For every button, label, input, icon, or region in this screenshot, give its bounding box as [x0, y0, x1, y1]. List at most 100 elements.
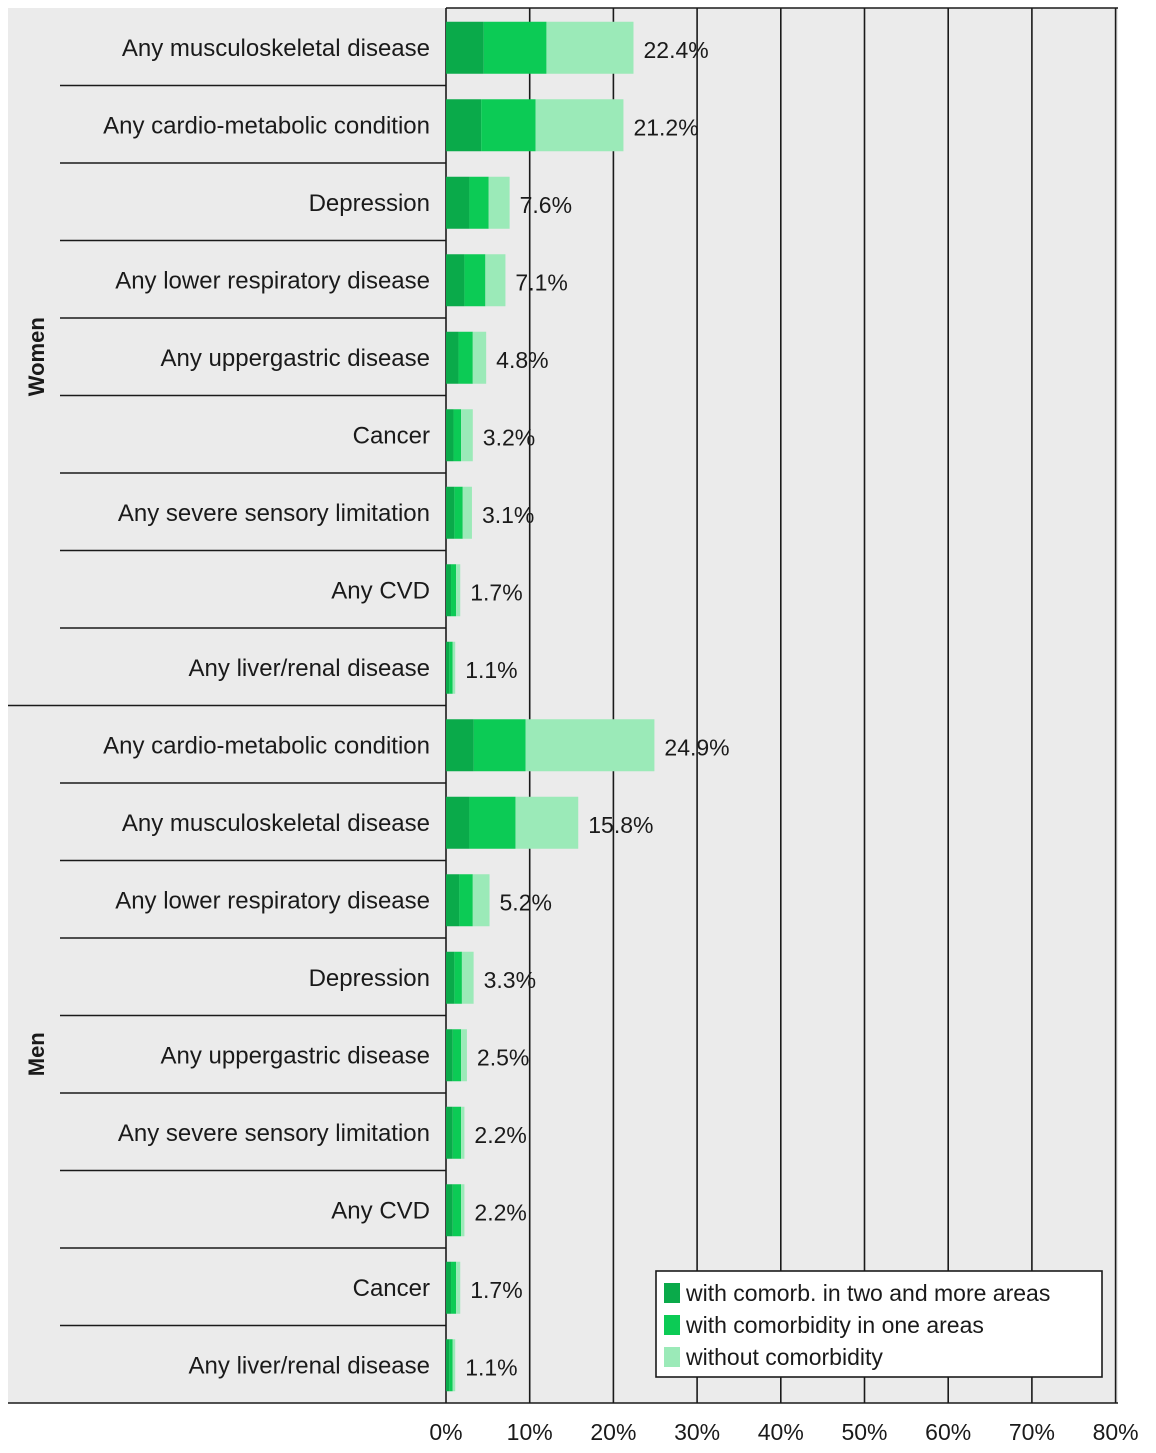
- bar-segment: [446, 951, 455, 1004]
- bar-segment: [446, 486, 455, 539]
- bar-segment: [451, 1261, 457, 1314]
- bar-segment: [485, 254, 506, 307]
- bars: [446, 21, 655, 1392]
- bar-segment: [446, 1261, 452, 1314]
- bar-segment: [456, 1261, 461, 1314]
- bar-segment: [446, 331, 459, 384]
- category-label: Any CVD: [331, 577, 430, 604]
- data-label: 1.7%: [470, 1277, 522, 1303]
- bar-segment: [449, 1339, 453, 1392]
- bar-segment: [449, 641, 453, 694]
- category-label: Any lower respiratory disease: [115, 267, 430, 294]
- category-label: Any severe sensory limitation: [118, 1120, 430, 1147]
- bar-segment: [456, 564, 461, 617]
- bar-segment: [481, 99, 536, 152]
- data-label: 15.8%: [588, 812, 653, 838]
- bar-segment: [446, 21, 484, 74]
- group-labels: Women Men: [24, 317, 49, 1076]
- data-label: 4.8%: [496, 347, 548, 373]
- bar-segment: [446, 719, 474, 772]
- category-label: Any CVD: [331, 1197, 430, 1224]
- category-label: Depression: [309, 965, 430, 992]
- legend-swatch: [664, 1283, 680, 1303]
- x-tick-label: 60%: [925, 1419, 971, 1445]
- bar-segment: [461, 1029, 467, 1082]
- x-tick-label: 40%: [758, 1419, 804, 1445]
- category-label: Any lower respiratory disease: [115, 887, 430, 914]
- bar-segment: [446, 564, 452, 617]
- legend-label: with comorbidity in one areas: [685, 1312, 984, 1338]
- category-label: Any liver/renal disease: [189, 1352, 430, 1379]
- bar-segment: [459, 874, 473, 927]
- category-label: Any uppergastric disease: [161, 1042, 430, 1069]
- data-label: 2.2%: [474, 1199, 526, 1225]
- bar-segment: [451, 564, 457, 617]
- bar-segment: [515, 796, 579, 849]
- x-tick-label: 0%: [429, 1419, 462, 1445]
- data-label: 1.1%: [465, 657, 517, 683]
- data-label: 1.7%: [470, 579, 522, 605]
- bar-segment: [446, 409, 454, 462]
- data-label: 21.2%: [633, 114, 698, 140]
- bar-segment: [452, 1029, 462, 1082]
- x-axis: 0% 10% 20% 30% 40% 50% 60% 70% 80%: [8, 7, 1139, 1445]
- bar-segment: [446, 176, 470, 229]
- row-labels: Any musculoskeletal disease Any cardio-me…: [103, 35, 430, 1380]
- data-label: 24.9%: [664, 734, 729, 760]
- data-label: 1.1%: [465, 1354, 517, 1380]
- legend: with comorb. in two and more areas with c…: [655, 1270, 1103, 1378]
- legend-label: with comorb. in two and more areas: [685, 1280, 1050, 1306]
- bar-segment: [469, 176, 489, 229]
- category-label: Any musculoskeletal disease: [122, 35, 430, 62]
- bar-segment: [452, 641, 456, 694]
- category-label: Any musculoskeletal disease: [122, 810, 430, 837]
- bar-segment: [446, 1029, 453, 1082]
- value-labels: 22.4% 21.2% 7.6% 7.1% 4.8% 3.2% 3.1% 1.7% 1.1% 24…: [465, 37, 729, 1381]
- category-label: Any cardio-metabolic condition: [103, 112, 430, 139]
- category-label: Any liver/renal disease: [189, 655, 430, 682]
- bar-segment: [469, 796, 516, 849]
- data-label: 2.5%: [477, 1044, 529, 1070]
- bar-segment: [446, 254, 465, 307]
- data-label: 3.3%: [484, 967, 536, 993]
- legend-label: without comorbidity: [685, 1344, 883, 1370]
- category-label: Any cardio-metabolic condition: [103, 732, 430, 759]
- category-label: Any severe sensory limitation: [118, 500, 430, 527]
- bar-segment: [461, 1106, 465, 1159]
- x-tick-label: 80%: [1093, 1419, 1139, 1445]
- bar-segment: [473, 719, 526, 772]
- data-label: 7.1%: [515, 269, 567, 295]
- legend-swatch: [664, 1315, 680, 1335]
- bar-segment: [453, 409, 462, 462]
- category-label: Depression: [309, 190, 430, 217]
- bar-segment: [446, 641, 450, 694]
- bar-segment: [461, 409, 473, 462]
- group-label: Women: [24, 317, 49, 396]
- legend-box: [655, 1270, 1103, 1378]
- data-label: 5.2%: [500, 889, 552, 915]
- legend-swatch: [664, 1347, 680, 1367]
- data-label: 2.2%: [474, 1122, 526, 1148]
- bar-segment: [452, 1339, 456, 1392]
- data-label: 22.4%: [643, 37, 708, 63]
- data-label: 3.1%: [482, 502, 534, 528]
- category-label: Any uppergastric disease: [161, 345, 430, 372]
- bar-segment: [525, 719, 655, 772]
- bar-segment: [472, 331, 487, 384]
- bar-segment: [535, 99, 624, 152]
- x-tick-label: 10%: [507, 1419, 553, 1445]
- bar-segment: [546, 21, 634, 74]
- bar-segment: [461, 1184, 465, 1237]
- bar-segment: [452, 1184, 462, 1237]
- bar-segment: [458, 331, 473, 384]
- category-label: Cancer: [353, 1275, 430, 1302]
- bar-segment: [488, 176, 510, 229]
- bar-segment: [454, 486, 463, 539]
- bar-segment: [454, 951, 462, 1004]
- bar-segment: [446, 1106, 453, 1159]
- x-tick-label: 20%: [590, 1419, 636, 1445]
- data-label: 3.2%: [483, 424, 535, 450]
- bar-segment: [462, 486, 472, 539]
